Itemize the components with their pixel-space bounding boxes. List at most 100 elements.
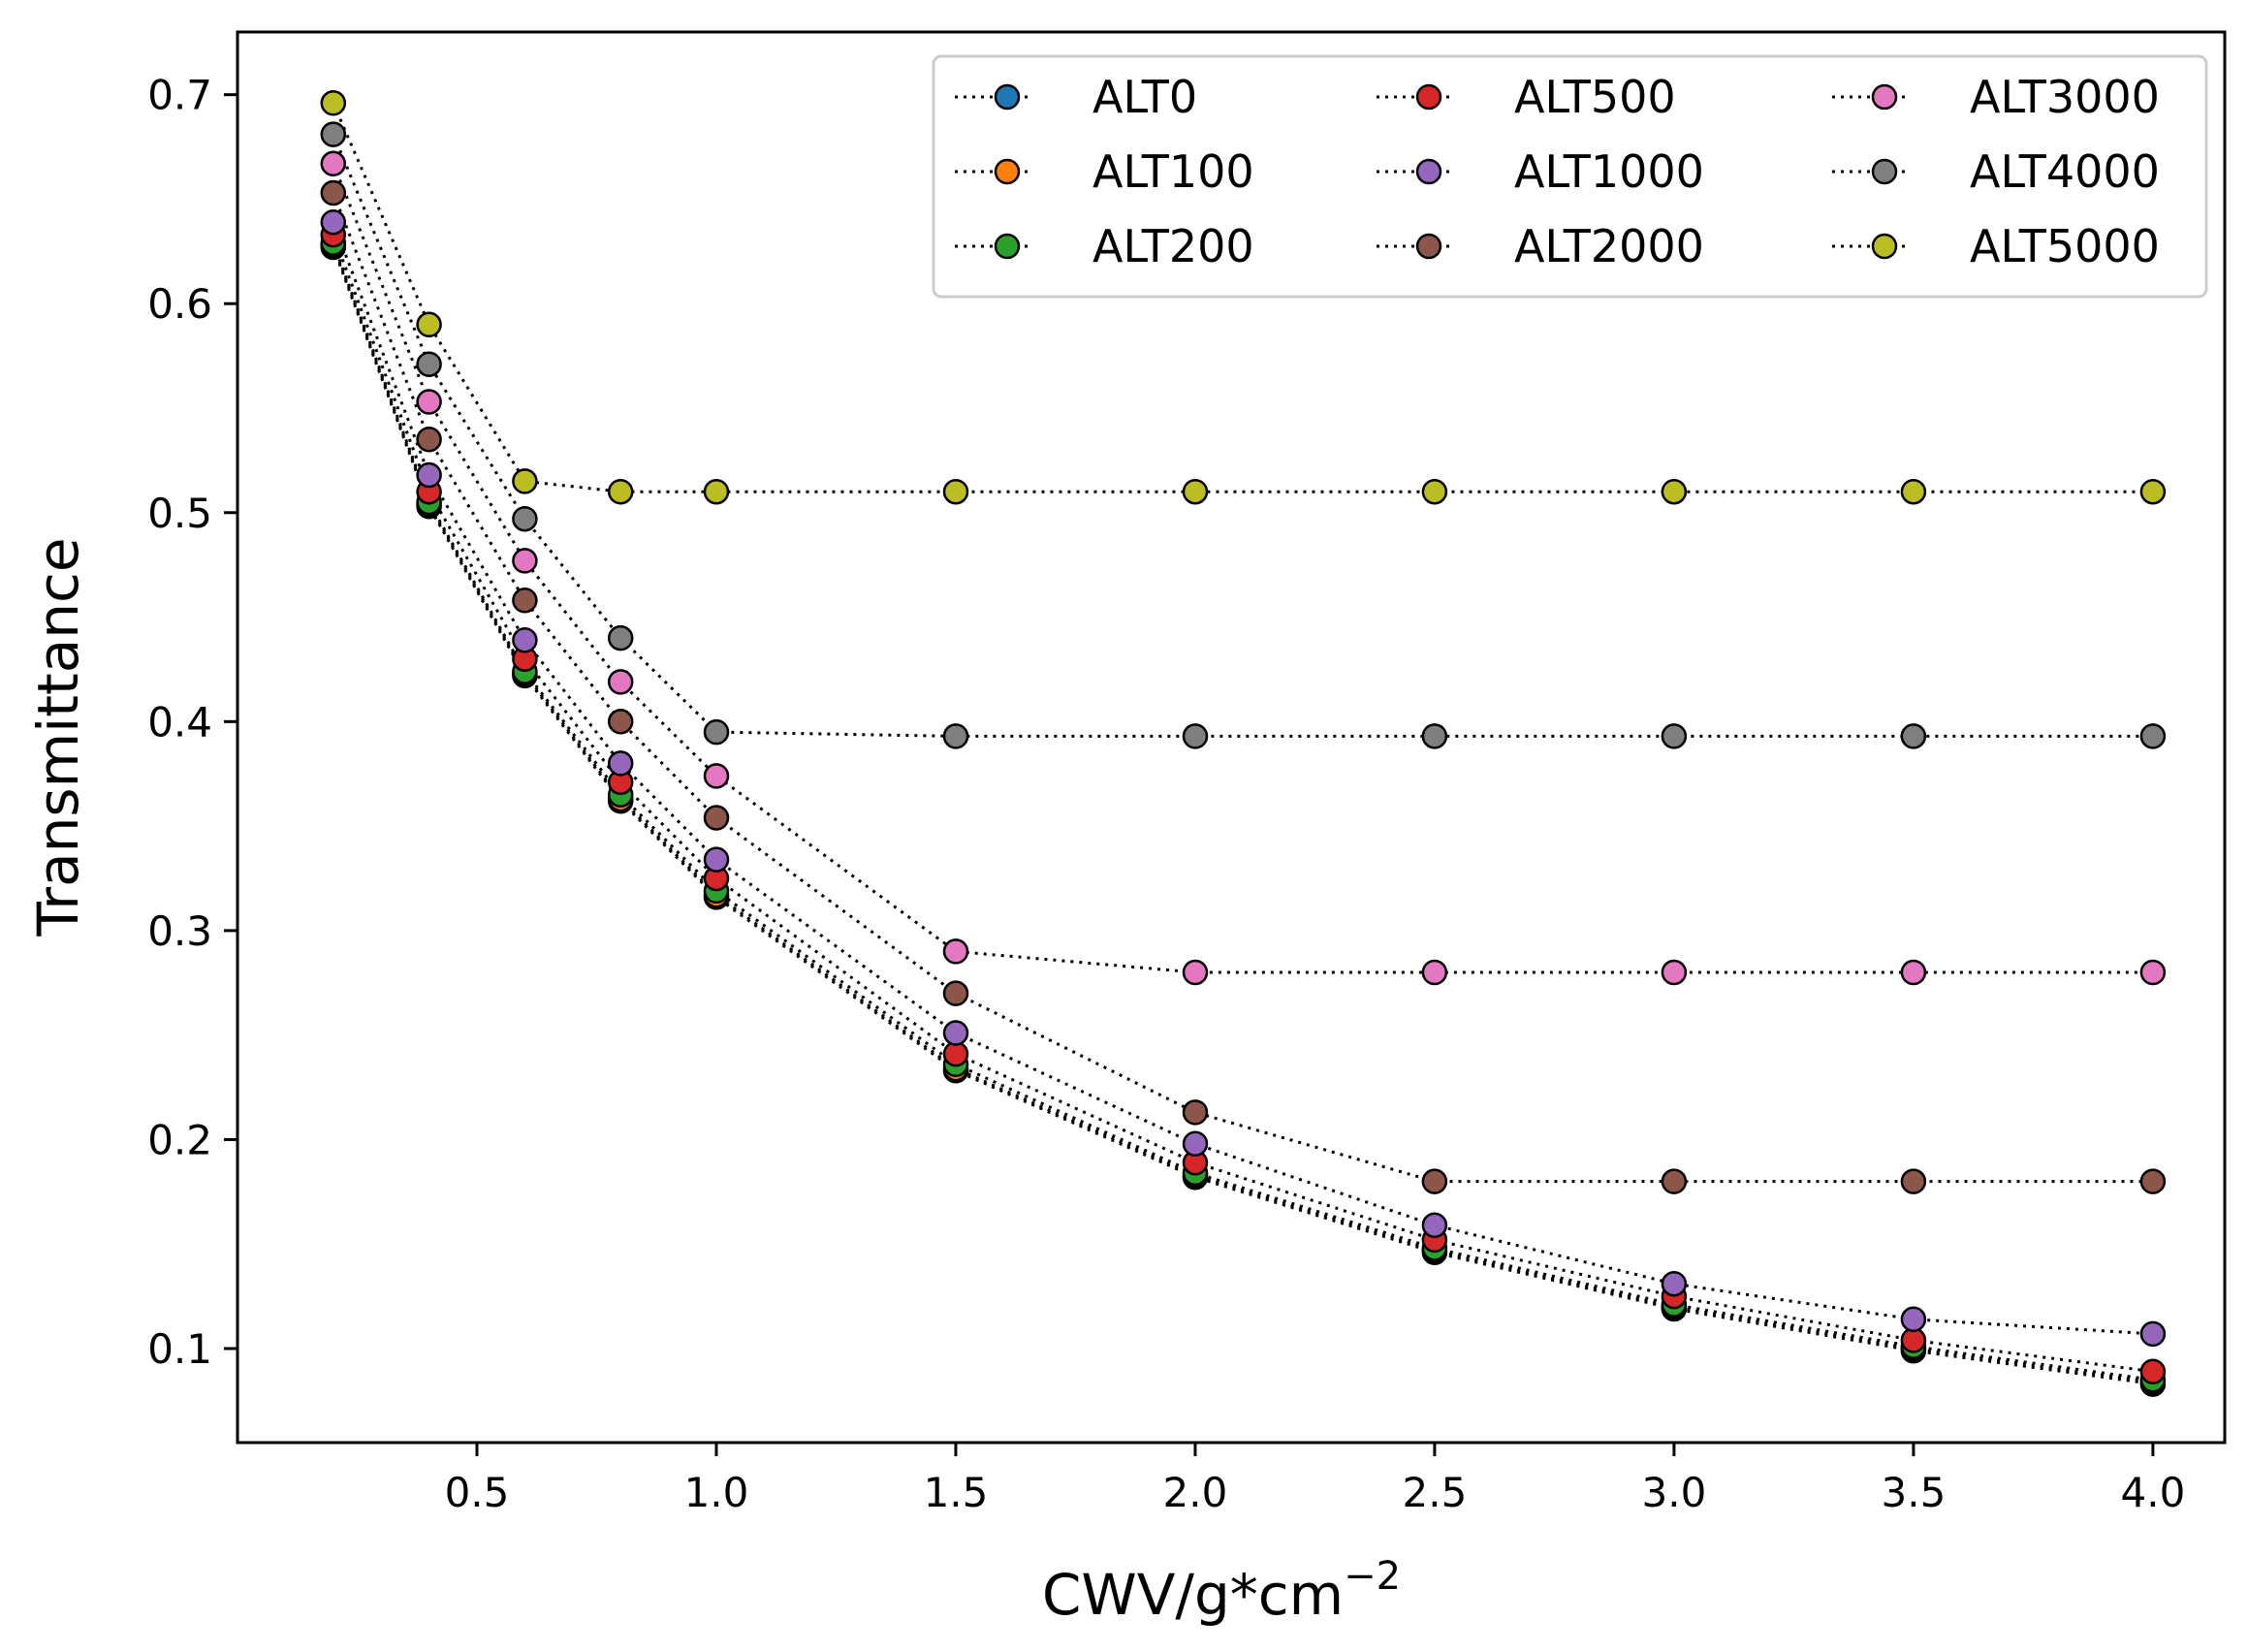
- data-point-alt4000: [1182, 723, 1209, 749]
- legend-label-alt1000: ALT1000: [1514, 145, 1704, 198]
- data-point-alt4000: [2139, 723, 2167, 749]
- legend-label-alt0: ALT0: [1092, 71, 1197, 123]
- data-point-alt1000: [1421, 1212, 1448, 1239]
- data-point-alt4000: [1900, 723, 1927, 749]
- data-point-alt3000: [942, 938, 969, 965]
- x-tick-label: 2.0: [1163, 1469, 1228, 1516]
- legend-label-alt2000: ALT2000: [1514, 220, 1704, 272]
- data-point-alt2000: [2139, 1168, 2167, 1194]
- x-tick-label: 1.0: [684, 1469, 749, 1516]
- y-tick-label: 0.4: [147, 698, 212, 746]
- data-point-alt500: [2139, 1358, 2167, 1384]
- data-point-alt5000: [1900, 478, 1927, 505]
- y-tick-label: 0.1: [147, 1325, 212, 1373]
- data-point-alt1000: [1182, 1130, 1209, 1158]
- legend-marker: [994, 233, 1021, 260]
- series-line-alt500: [332, 234, 2154, 1374]
- data-point-alt5000: [607, 478, 634, 505]
- data-point-alt1000: [320, 208, 347, 236]
- series-line-alt200: [332, 242, 2154, 1382]
- legend-label-alt100: ALT100: [1092, 145, 1254, 198]
- legend: ALT0 ALT100 ALT200 ALT500 ALT1000 ALT2000 ALT3…: [932, 54, 2208, 299]
- series-line-alt2000: [332, 192, 2153, 1184]
- data-point-alt4000: [512, 505, 538, 532]
- data-point-alt2000: [703, 805, 730, 831]
- legend-label-alt500: ALT500: [1514, 71, 1676, 123]
- x-axis-label: CWV/g*cm−2: [1042, 1554, 1401, 1628]
- data-point-alt4000: [703, 718, 730, 746]
- data-point-alt4000: [320, 121, 347, 147]
- y-tick-label: 0.7: [147, 72, 212, 119]
- data-point-alt4000: [942, 723, 969, 749]
- legend-label-alt3000: ALT3000: [1970, 71, 2160, 123]
- legend-marker: [1871, 158, 1898, 185]
- y-tick-label: 0.3: [147, 907, 212, 955]
- x-axis-label-superscript: −2: [1344, 1554, 1401, 1599]
- data-point-alt1000: [2139, 1320, 2167, 1348]
- data-point-alt5000: [703, 478, 730, 505]
- data-point-alt2000: [607, 709, 634, 735]
- data-point-alt3000: [512, 548, 538, 574]
- legend-marker: [994, 158, 1021, 185]
- legend-marker: [1871, 83, 1898, 111]
- x-tick-label: 0.5: [445, 1469, 510, 1516]
- data-point-alt5000: [942, 478, 969, 505]
- data-point-alt2000: [320, 179, 347, 206]
- data-point-alt2000: [512, 588, 538, 614]
- data-point-alt5000: [1421, 478, 1448, 505]
- data-point-alt2000: [942, 980, 969, 1006]
- data-point-alt1000: [512, 627, 538, 653]
- data-point-alt5000: [512, 468, 538, 494]
- legend-label-alt200: ALT200: [1092, 220, 1254, 272]
- y-axis-label: Transmittance: [25, 537, 91, 937]
- data-point-alt2000: [1182, 1099, 1209, 1126]
- legend-marker: [1871, 233, 1898, 260]
- data-point-alt4000: [416, 351, 442, 377]
- legend-items: ALT0 ALT100 ALT200 ALT500 ALT1000 ALT2000 ALT3…: [955, 71, 2160, 272]
- y-axis-ticks: 0.1 0.2 0.3 0.4 0.5 0.6 0.7: [147, 72, 237, 1373]
- y-tick-label: 0.2: [147, 1116, 212, 1163]
- data-point-alt1000: [1900, 1306, 1927, 1333]
- data-point-alt1000: [1661, 1270, 1688, 1297]
- data-point-alt5000: [2139, 478, 2167, 505]
- data-point-alt3000: [1421, 959, 1448, 986]
- x-tick-label: 2.5: [1403, 1469, 1468, 1516]
- series-line-alt100: [332, 244, 2154, 1383]
- data-point-alt2000: [1661, 1168, 1688, 1194]
- data-point-alt3000: [1900, 959, 1927, 986]
- series-line-alt4000: [332, 134, 2153, 738]
- x-axis-ticks: 0.5 1.0 1.5 2.0 2.5 3.0 3.5 4.0: [445, 1443, 2186, 1516]
- y-tick-label: 0.6: [147, 280, 212, 328]
- data-point-alt1000: [942, 1020, 969, 1046]
- legend-marker: [1415, 83, 1442, 111]
- x-tick-label: 3.0: [1642, 1469, 1707, 1516]
- x-axis-label-text: CWV/g*cm: [1042, 1562, 1344, 1628]
- data-point-alt1000: [416, 461, 442, 489]
- plot-frame: [236, 30, 2227, 1445]
- legend-label-alt5000: ALT5000: [1970, 220, 2160, 272]
- data-point-alt2000: [1900, 1168, 1927, 1194]
- data-point-alt2000: [1421, 1168, 1448, 1194]
- data-point-alt3000: [320, 150, 347, 177]
- series-line-alt0: [332, 246, 2154, 1386]
- legend-marker: [994, 83, 1021, 111]
- data-point-alt3000: [703, 763, 730, 789]
- data-point-alt3000: [416, 389, 442, 415]
- x-tick-label: 1.5: [924, 1469, 989, 1516]
- data-point-alt3000: [1182, 959, 1209, 986]
- x-tick-label: 4.0: [2121, 1469, 2186, 1516]
- data-point-alt2000: [416, 427, 442, 453]
- legend-marker: [1415, 158, 1442, 185]
- data-point-alt3000: [607, 669, 634, 695]
- data-point-alt5000: [1661, 478, 1688, 505]
- data-point-alt1000: [607, 750, 634, 777]
- legend-label-alt4000: ALT4000: [1970, 145, 2160, 198]
- data-point-alt1000: [703, 846, 730, 873]
- x-tick-label: 3.5: [1882, 1469, 1947, 1516]
- data-point-alt4000: [607, 624, 634, 651]
- data-points: [320, 90, 2167, 1397]
- data-point-alt5000: [416, 311, 442, 338]
- data-point-alt5000: [320, 90, 347, 116]
